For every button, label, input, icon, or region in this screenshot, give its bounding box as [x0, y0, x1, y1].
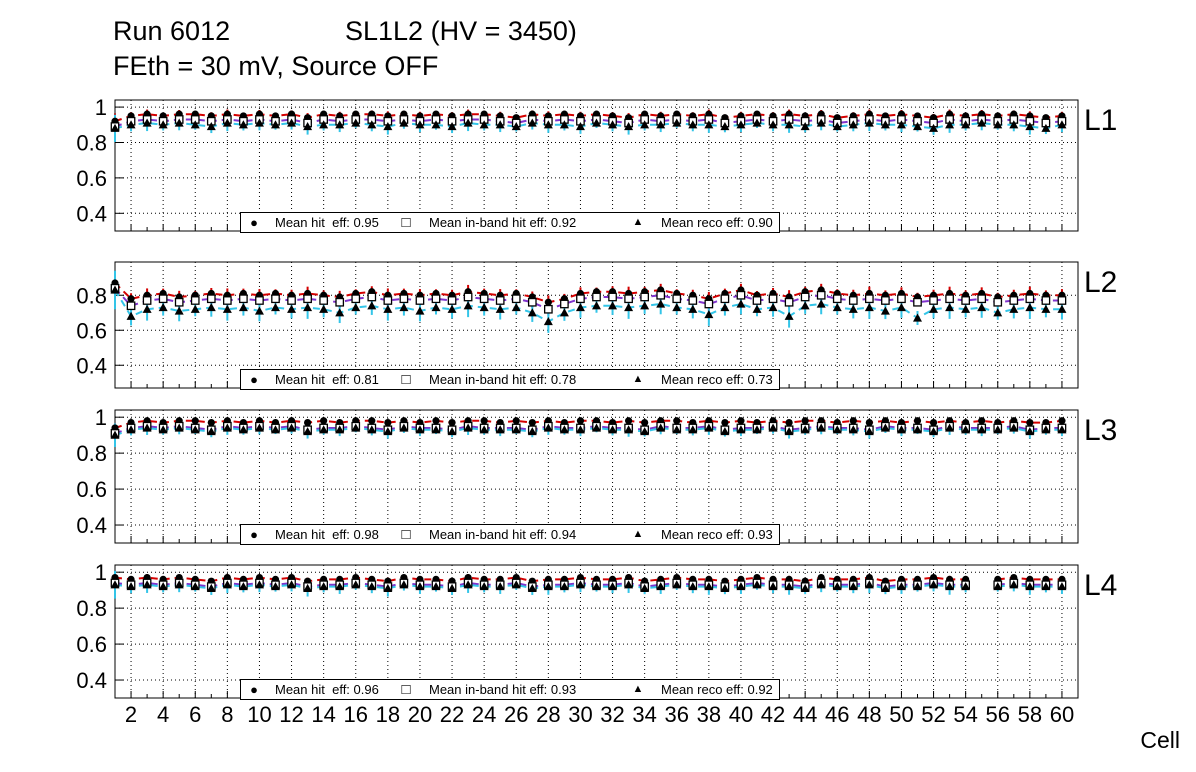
svg-text:14: 14: [311, 702, 335, 727]
svg-text:52: 52: [921, 702, 945, 727]
x-axis-title: Cell: [1140, 727, 1180, 753]
svg-text:30: 30: [568, 702, 592, 727]
layer-label-l2: L2: [1084, 266, 1118, 299]
open-square-icon: □: [401, 214, 411, 231]
legend-box-l1: ● Mean hit eff: 0.95 □ Mean in-band hit …: [240, 212, 780, 233]
legend-hit-eff: Mean hit eff: 0.95: [275, 215, 379, 230]
svg-text:0.6: 0.6: [76, 318, 107, 343]
panel-L3: 0.4 0.6 0.8 1: [76, 405, 1079, 544]
svg-text:18: 18: [376, 702, 400, 727]
svg-text:6: 6: [189, 702, 201, 727]
open-square-icon: □: [401, 371, 411, 388]
filled-triangle-icon: ▲: [632, 528, 644, 540]
subtitle: FEth = 30 mV, Source OFF: [113, 51, 439, 81]
open-square-icon: □: [401, 526, 411, 543]
svg-text:44: 44: [793, 702, 817, 727]
svg-text:0.6: 0.6: [76, 477, 107, 502]
svg-text:54: 54: [953, 702, 977, 727]
svg-text:48: 48: [857, 702, 881, 727]
legend-reco-eff: Mean reco eff: 0.93: [661, 527, 773, 542]
svg-text:26: 26: [504, 702, 528, 727]
legend-box-l4: ● Mean hit eff: 0.96 □ Mean in-band hit …: [240, 679, 780, 700]
panel-L2: 0.4 0.6 0.8: [76, 261, 1079, 389]
run-title: Run 6012: [113, 16, 231, 46]
legend-inband-eff: Mean in-band hit eff: 0.93: [429, 682, 577, 697]
svg-text:40: 40: [729, 702, 753, 727]
svg-text:36: 36: [665, 702, 689, 727]
svg-text:0.4: 0.4: [76, 353, 107, 378]
svg-text:4: 4: [157, 702, 169, 727]
svg-text:0.8: 0.8: [76, 130, 107, 155]
svg-text:50: 50: [889, 702, 913, 727]
svg-text:0.8: 0.8: [76, 441, 107, 466]
svg-text:32: 32: [600, 702, 624, 727]
legend-reco-eff: Mean reco eff: 0.90: [661, 215, 773, 230]
filled-circle-icon: ●: [250, 682, 258, 697]
chamber-title: SL1L2 (HV = 3450): [345, 16, 577, 46]
svg-text:56: 56: [986, 702, 1010, 727]
svg-text:22: 22: [440, 702, 464, 727]
legend-hit-eff: Mean hit eff: 0.81: [275, 372, 379, 387]
filled-circle-icon: ●: [250, 527, 258, 542]
svg-text:46: 46: [825, 702, 849, 727]
filled-triangle-icon: ▲: [632, 216, 644, 228]
svg-text:0.6: 0.6: [76, 632, 107, 657]
filled-triangle-icon: ▲: [632, 683, 644, 695]
svg-text:34: 34: [632, 702, 656, 727]
legend-box-l3: ● Mean hit eff: 0.98 □ Mean in-band hit …: [240, 524, 780, 545]
layer-label-l4: L4: [1084, 569, 1118, 602]
svg-text:0.4: 0.4: [76, 201, 107, 226]
svg-text:24: 24: [472, 702, 496, 727]
svg-text:20: 20: [408, 702, 432, 727]
legend-reco-eff: Mean reco eff: 0.73: [661, 372, 773, 387]
legend-hit-eff: Mean hit eff: 0.96: [275, 682, 379, 697]
svg-text:0.8: 0.8: [76, 283, 107, 308]
legend-box-l2: ● Mean hit eff: 0.81 □ Mean in-band hit …: [240, 369, 780, 390]
filled-circle-icon: ●: [250, 372, 258, 387]
svg-text:0.4: 0.4: [76, 668, 107, 693]
svg-text:0.4: 0.4: [76, 513, 107, 538]
svg-text:1: 1: [95, 560, 107, 585]
open-square-icon: □: [401, 681, 411, 698]
panel-L1: 0.4 0.6 0.8 1: [76, 95, 1079, 232]
svg-text:8: 8: [221, 702, 233, 727]
svg-text:0.6: 0.6: [76, 166, 107, 191]
filled-circle-icon: ●: [250, 215, 258, 230]
svg-text:58: 58: [1018, 702, 1042, 727]
legend-inband-eff: Mean in-band hit eff: 0.78: [429, 372, 577, 387]
layer-label-l3: L3: [1084, 414, 1118, 447]
legend-hit-eff: Mean hit eff: 0.98: [275, 527, 379, 542]
svg-text:10: 10: [247, 702, 271, 727]
legend-inband-eff: Mean in-band hit eff: 0.92: [429, 215, 577, 230]
svg-text:12: 12: [279, 702, 303, 727]
svg-text:1: 1: [95, 95, 107, 120]
legend-reco-eff: Mean reco eff: 0.92: [661, 682, 773, 697]
legend-inband-eff: Mean in-band hit eff: 0.94: [429, 527, 577, 542]
svg-text:42: 42: [761, 702, 785, 727]
layer-label-l1: L1: [1084, 104, 1118, 137]
panel-L4: 0.40.60.812 4 6 8 10 12 14 16 18 20 22 24 26 28 30 32 34…: [76, 560, 1079, 727]
svg-text:1: 1: [95, 405, 107, 430]
svg-text:0.8: 0.8: [76, 596, 107, 621]
filled-triangle-icon: ▲: [632, 373, 644, 385]
svg-text:38: 38: [697, 702, 721, 727]
svg-text:28: 28: [536, 702, 560, 727]
svg-text:60: 60: [1050, 702, 1074, 727]
svg-text:16: 16: [344, 702, 368, 727]
svg-text:2: 2: [125, 702, 137, 727]
